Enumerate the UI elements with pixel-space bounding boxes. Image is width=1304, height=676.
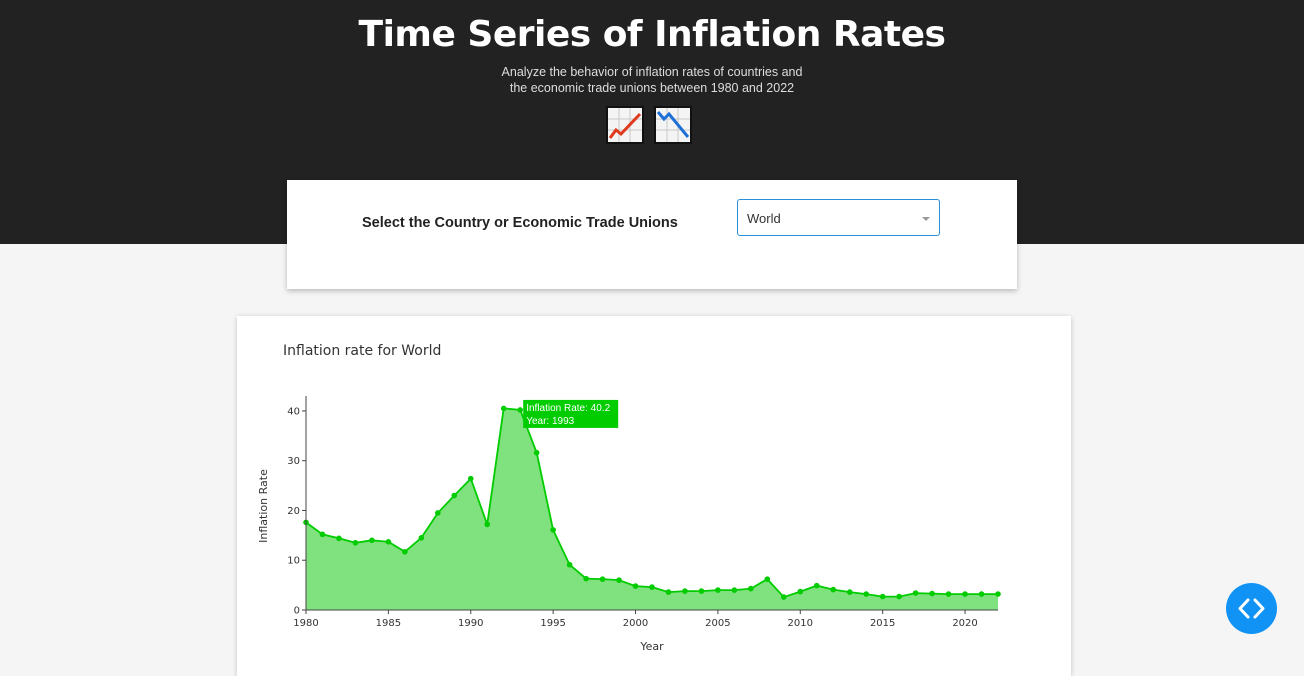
- data-point[interactable]: [945, 591, 952, 597]
- code-toggle-button[interactable]: [1226, 583, 1277, 634]
- header-icons: [606, 106, 692, 144]
- data-point[interactable]: [402, 548, 408, 555]
- inflation-chart[interactable]: Inflation rate for World 1980 1985 1990 199…: [237, 316, 1071, 676]
- x-tick-label: 1990: [458, 618, 483, 629]
- y-tick-label: 10: [287, 556, 300, 567]
- x-tick-label: 2020: [952, 618, 977, 629]
- area-fill: [306, 408, 998, 610]
- data-point[interactable]: [698, 588, 705, 594]
- y-tick-label: 20: [287, 506, 300, 517]
- data-point[interactable]: [566, 561, 573, 568]
- page-title: Time Series of Inflation Rates: [358, 14, 946, 55]
- data-point[interactable]: [484, 521, 491, 528]
- data-point[interactable]: [550, 527, 556, 533]
- x-tick-label: 2015: [870, 618, 895, 629]
- data-point[interactable]: [467, 475, 474, 482]
- subtitle-line-2: the economic trade unions between 1980 a…: [509, 81, 795, 95]
- data-point[interactable]: [319, 531, 326, 538]
- data-point[interactable]: [385, 539, 392, 545]
- data-point[interactable]: [418, 535, 425, 541]
- data-point[interactable]: [715, 587, 721, 593]
- data-point[interactable]: [500, 405, 507, 412]
- data-point[interactable]: [583, 575, 589, 582]
- data-point[interactable]: [764, 576, 771, 582]
- data-point[interactable]: [962, 591, 968, 597]
- data-point[interactable]: [517, 407, 523, 413]
- tooltip-line-2: Year: 1993: [526, 416, 574, 427]
- data-point[interactable]: [665, 589, 672, 595]
- data-point[interactable]: [797, 588, 804, 595]
- dropdown-selected-value: World: [747, 211, 781, 226]
- country-dropdown[interactable]: World: [737, 199, 940, 236]
- data-point[interactable]: [846, 589, 853, 595]
- x-tick-label: 1985: [376, 618, 401, 629]
- chart-title: Inflation rate for World: [283, 343, 441, 359]
- data-point[interactable]: [352, 540, 359, 546]
- selector-card: Select the Country or Economic Trade Uni…: [287, 180, 1017, 289]
- data-point[interactable]: [879, 593, 886, 600]
- data-point[interactable]: [863, 591, 869, 597]
- chart-card: Inflation rate for World 1980 1985 1990 199…: [237, 316, 1071, 676]
- data-point[interactable]: [896, 593, 902, 600]
- data-point[interactable]: [929, 590, 935, 597]
- selector-label: Select the Country or Economic Trade Uni…: [362, 215, 678, 231]
- code-brackets-icon: [1238, 598, 1265, 619]
- y-tick-label: 40: [287, 406, 300, 417]
- data-point[interactable]: [912, 590, 919, 596]
- x-tick-label: 2000: [623, 618, 648, 629]
- tooltip-box: [523, 399, 619, 428]
- x-tick-label: 1995: [540, 618, 565, 629]
- page-subtitle: Analyze the behavior of inflation rates …: [452, 64, 852, 96]
- data-point[interactable]: [533, 449, 540, 456]
- tooltip-line-1: Inflation Rate: 40.2: [526, 403, 610, 414]
- data-point[interactable]: [649, 584, 655, 590]
- data-point[interactable]: [682, 588, 688, 594]
- data-point[interactable]: [731, 587, 738, 593]
- y-tick-label: 0: [294, 606, 300, 617]
- data-point[interactable]: [599, 576, 606, 582]
- data-point[interactable]: [748, 585, 754, 592]
- data-point[interactable]: [616, 577, 622, 583]
- data-point[interactable]: [435, 510, 441, 516]
- x-tick-label: 2005: [705, 618, 730, 629]
- data-point[interactable]: [369, 537, 375, 544]
- data-point[interactable]: [813, 582, 820, 589]
- hover-tooltip: Inflation Rate: 40.2 Year: 1993: [523, 399, 619, 428]
- chart-increasing-icon: [606, 106, 644, 144]
- data-point[interactable]: [978, 591, 985, 597]
- chart-decreasing-icon: [654, 106, 692, 144]
- chevron-down-icon[interactable]: [922, 217, 930, 221]
- x-tick-label: 2010: [788, 618, 813, 629]
- subtitle-line-1: Analyze the behavior of inflation rates …: [501, 65, 803, 79]
- data-point[interactable]: [632, 583, 639, 589]
- data-point[interactable]: [781, 594, 787, 600]
- data-point[interactable]: [995, 591, 1001, 597]
- y-axis-label: Inflation Rate: [257, 469, 270, 543]
- y-tick-label: 30: [287, 456, 300, 467]
- x-axis-label: Year: [639, 640, 664, 653]
- data-point[interactable]: [830, 586, 837, 593]
- data-point[interactable]: [451, 492, 458, 499]
- x-tick-label: 1980: [293, 618, 318, 629]
- data-point[interactable]: [336, 535, 342, 542]
